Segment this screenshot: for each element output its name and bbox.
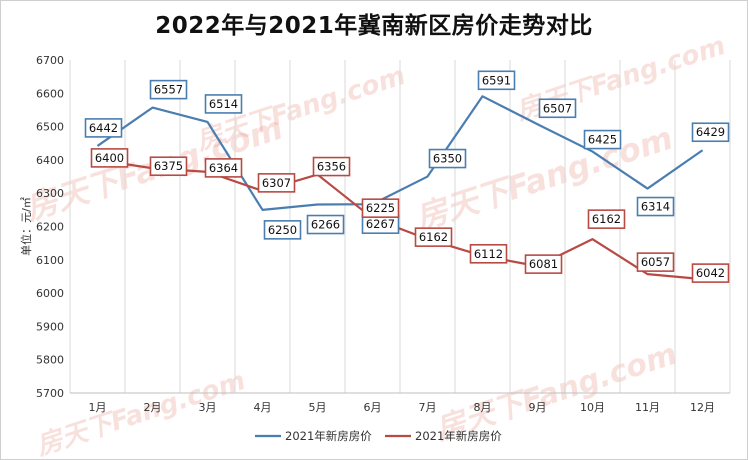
x-tick-label: 8月 (474, 401, 492, 414)
data-label-box (428, 148, 467, 169)
data-label: 6507 (543, 101, 572, 115)
data-label-box (414, 227, 453, 247)
data-label-box (306, 214, 345, 235)
legend: 2021年新房房价 2021年新房房价 (255, 429, 502, 443)
series-line-1 (96, 95, 704, 211)
data-label: 6042 (696, 266, 725, 280)
y-tick-label: 6200 (36, 221, 64, 234)
data-label: 6225 (366, 201, 395, 215)
data-label-box (263, 220, 302, 240)
data-label-box (312, 156, 351, 177)
x-tick-label: 3月 (199, 401, 217, 414)
x-tick-label: 7月 (419, 401, 437, 414)
grid-lines (69, 60, 731, 393)
data-label-box (257, 173, 296, 193)
y-tick-label: 6500 (36, 121, 64, 134)
data-label: 6162 (419, 230, 448, 244)
x-tick-label: 4月 (254, 401, 272, 414)
data-label: 6429 (696, 125, 725, 139)
data-label: 6266 (311, 218, 340, 232)
data-label-box (84, 118, 123, 138)
y-tick-label: 6400 (36, 154, 64, 167)
watermark-text: 房天下Fang.com (410, 119, 678, 238)
watermark-text: 房天下Fang.com (32, 366, 249, 460)
x-tick-label: 11月 (635, 401, 660, 414)
data-label-box (538, 98, 577, 119)
data-label: 6400 (95, 151, 124, 165)
data-label: 6442 (89, 121, 118, 135)
x-tick-label: 2月 (144, 401, 162, 414)
data-label: 6162 (592, 212, 621, 226)
y-axis-label: 单位：元/㎡ (19, 197, 33, 256)
data-label-box (691, 122, 730, 143)
data-label-box (204, 158, 243, 178)
data-label: 6375 (154, 159, 183, 173)
data-label: 6307 (262, 176, 291, 190)
data-label: 6425 (588, 133, 617, 147)
x-tick-label: 12月 (690, 401, 715, 414)
y-tick-label: 6600 (36, 87, 64, 100)
data-label: 6350 (433, 152, 462, 166)
data-label-box (636, 196, 675, 217)
x-tick-label: 10月 (580, 401, 605, 414)
data-label-box (149, 156, 188, 177)
data-label-box (90, 148, 129, 168)
axes: 5700 5800 5900 6000 6100 6200 6300 6400 6500 6600… (19, 54, 730, 414)
data-label-box (149, 79, 188, 100)
data-label: 6356 (317, 160, 346, 174)
y-tick-label: 6700 (36, 54, 64, 67)
data-label-box (361, 198, 400, 218)
y-tick-label: 5800 (36, 354, 64, 367)
y-tick-label: 6000 (36, 287, 64, 300)
data-labels: 6442 6557 6514 6250 6266 6267 6350 6591 6507 6425… (84, 70, 730, 283)
series-line-2 (97, 158, 703, 281)
data-label: 6081 (529, 257, 558, 271)
x-tick-label: 9月 (529, 401, 547, 414)
data-label: 6267 (366, 217, 395, 231)
series-layer (96, 95, 704, 281)
data-label: 6364 (209, 161, 238, 175)
legend-label: 2021年新房房价 (415, 429, 502, 443)
chart-title: 2022年与2021年冀南新区房价走势对比 (155, 13, 593, 39)
legend-label: 2021年新房房价 (285, 429, 372, 443)
data-label: 6314 (641, 200, 670, 214)
data-label: 6557 (154, 83, 183, 97)
data-label: 6057 (641, 255, 670, 269)
data-label: 6112 (474, 247, 503, 261)
data-label-box (636, 252, 675, 272)
x-tick-label: 5月 (309, 401, 327, 414)
y-tick-label: 6100 (36, 254, 64, 267)
data-label-box (587, 209, 626, 229)
y-tick-label: 5700 (36, 387, 64, 400)
data-label: 6514 (209, 97, 238, 111)
data-label-box (477, 70, 516, 91)
x-tick-label: 6月 (364, 401, 382, 414)
data-label: 6250 (268, 223, 297, 237)
x-tick-label: 1月 (89, 401, 107, 414)
data-label: 6591 (482, 73, 511, 87)
y-tick-label: 5900 (36, 320, 64, 333)
y-tick-label: 6300 (36, 187, 64, 200)
data-label-box (583, 129, 622, 150)
data-label-box (469, 244, 508, 264)
data-label-box (204, 94, 243, 114)
data-label-box (524, 254, 563, 274)
data-label-box (691, 263, 730, 283)
